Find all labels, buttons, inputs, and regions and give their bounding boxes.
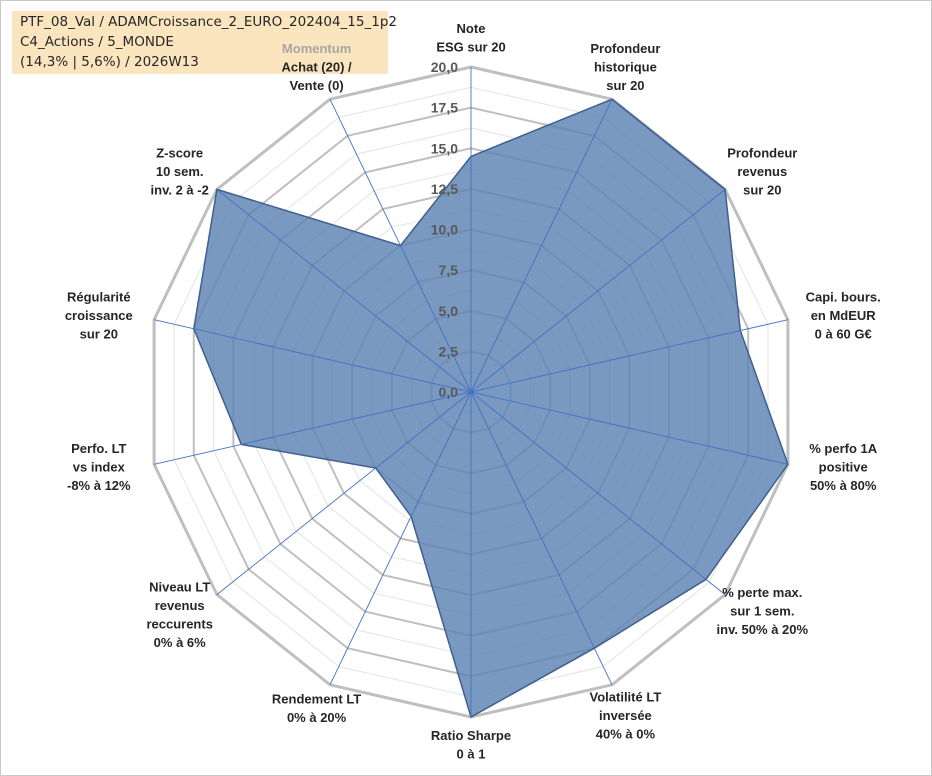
spoke-line bbox=[470, 391, 789, 465]
axis-label-line: Profondeur bbox=[590, 41, 660, 56]
axis-label-line: sur 20 bbox=[80, 326, 118, 341]
spoke-line bbox=[153, 319, 472, 393]
axis-label-line: % perte max. bbox=[722, 585, 802, 600]
axis-label-line: Perfo. LT bbox=[71, 441, 126, 456]
tick-label: 12,5 bbox=[431, 181, 458, 197]
axis-label-line: vs index bbox=[73, 460, 126, 475]
tick-label: 20,0 bbox=[431, 59, 458, 75]
axis-label-line: sur 20 bbox=[606, 78, 644, 93]
radar-spokes bbox=[153, 67, 789, 717]
title-line-3: (14,3% | 5,6%) / 2026W13 bbox=[20, 54, 199, 70]
axis-label-6: Volatilité LT inversée 40% à 0% bbox=[590, 690, 662, 742]
axis-label-line: revenus bbox=[155, 598, 205, 613]
tick-label: 5,0 bbox=[439, 303, 459, 319]
axis-label-line: Achat (20) / bbox=[282, 59, 352, 74]
tick-label: 2,5 bbox=[439, 343, 459, 359]
axis-label-line: croissance bbox=[65, 308, 133, 323]
axis-label-line: 0 à 1 bbox=[457, 747, 486, 762]
axis-label-line: Vente (0) bbox=[290, 78, 344, 93]
axis-label-line: revenus bbox=[737, 164, 787, 179]
spoke-line bbox=[216, 189, 472, 393]
tick-label: 10,0 bbox=[431, 222, 458, 238]
axis-label-line: Note bbox=[457, 21, 486, 36]
axis-label-line: positive bbox=[819, 460, 868, 475]
axis-label-4: % perfo 1A positive 50% à 80% bbox=[809, 441, 878, 493]
spoke-line bbox=[153, 391, 472, 465]
spoke-line bbox=[216, 391, 472, 595]
spoke-line bbox=[470, 99, 613, 393]
chart-title-box: PTF_08_Val / ADAMCroissance_2_EURO_20240… bbox=[12, 11, 397, 74]
axis-label-10: Perfo. LT vs index -8% à 12% bbox=[67, 441, 131, 493]
axis-label-8: Rendement LT 0% à 20% bbox=[272, 691, 361, 725]
spoke-line bbox=[470, 189, 726, 393]
axis-label-line: Ratio Sharpe bbox=[431, 728, 511, 743]
axis-label-line: 50% à 80% bbox=[810, 478, 877, 493]
axis-label-3: Capi. bours. en MdEUR 0 à 60 G€ bbox=[806, 289, 881, 341]
spoke-line bbox=[329, 99, 472, 393]
axis-label-line: inv. 2 à -2 bbox=[151, 183, 209, 198]
axis-label-line: 40% à 0% bbox=[596, 727, 656, 742]
axis-label-line: -8% à 12% bbox=[67, 478, 131, 493]
axis-label-13: Momentum Achat (20) / Vente (0) bbox=[282, 41, 352, 93]
axis-label-line: Niveau LT bbox=[149, 579, 210, 594]
axis-label-line: Régularité bbox=[67, 289, 131, 304]
axis-label-0: Note ESG sur 20 bbox=[436, 21, 505, 55]
tick-label: 0,0 bbox=[439, 384, 459, 400]
title-line-2: C4_Actions / 5_MONDE bbox=[20, 34, 174, 50]
axis-label-line: sur 1 sem. bbox=[730, 603, 794, 618]
axis-label-line: ESG sur 20 bbox=[436, 40, 505, 55]
axis-label-line: 0 à 60 G€ bbox=[815, 326, 872, 341]
spoke-line bbox=[329, 391, 472, 685]
title-line-1: PTF_08_Val / ADAMCroissance_2_EURO_20240… bbox=[20, 14, 397, 30]
axis-label-1: Profondeur historique sur 20 bbox=[590, 41, 660, 93]
spoke-line bbox=[470, 391, 613, 685]
axis-label-9: Niveau LT revenus reccurents 0% à 6% bbox=[146, 579, 212, 650]
axis-label-line: Z-score bbox=[156, 146, 203, 161]
tick-label: 15,0 bbox=[431, 140, 458, 156]
axis-label-line: Capi. bours. bbox=[806, 289, 881, 304]
axis-label-7: Ratio Sharpe 0 à 1 bbox=[431, 728, 511, 762]
axis-label-line: inversée bbox=[599, 708, 652, 723]
axis-label-line: 0% à 6% bbox=[154, 635, 206, 650]
axis-label-line: en MdEUR bbox=[811, 308, 877, 323]
radar-axis-labels: Note ESG sur 20 Profondeur historique sur 20… bbox=[65, 21, 881, 762]
axis-label-header: Momentum bbox=[282, 41, 351, 56]
axis-label-line: % perfo 1A bbox=[809, 441, 878, 456]
axis-label-line: 10 sem. bbox=[156, 164, 204, 179]
axis-label-line: 0% à 20% bbox=[287, 710, 347, 725]
axis-label-line: sur 20 bbox=[743, 183, 781, 198]
axis-label-line: inv. 50% à 20% bbox=[717, 622, 809, 637]
axis-label-12: Z-score 10 sem. inv. 2 à -2 bbox=[151, 146, 209, 198]
axis-label-5: % perte max. sur 1 sem. inv. 50% à 20% bbox=[717, 585, 809, 637]
axis-label-line: historique bbox=[594, 59, 657, 74]
tick-label: 17,5 bbox=[431, 100, 458, 116]
axis-label-line: Volatilité LT bbox=[590, 690, 662, 705]
radar-tick-labels: 0,0 2,5 5,0 7,5 10,0 12,5 15,0 17,5 20,0 bbox=[431, 59, 458, 400]
axis-label-2: Profondeur revenus sur 20 bbox=[727, 146, 797, 198]
axis-label-11: Régularité croissance sur 20 bbox=[65, 289, 133, 341]
axis-label-line: Profondeur bbox=[727, 146, 797, 161]
axis-label-line: reccurents bbox=[146, 616, 212, 631]
axis-label-line: Rendement LT bbox=[272, 691, 361, 706]
spoke-line bbox=[470, 391, 726, 595]
tick-label: 7,5 bbox=[439, 262, 459, 278]
spoke-line bbox=[470, 319, 789, 393]
